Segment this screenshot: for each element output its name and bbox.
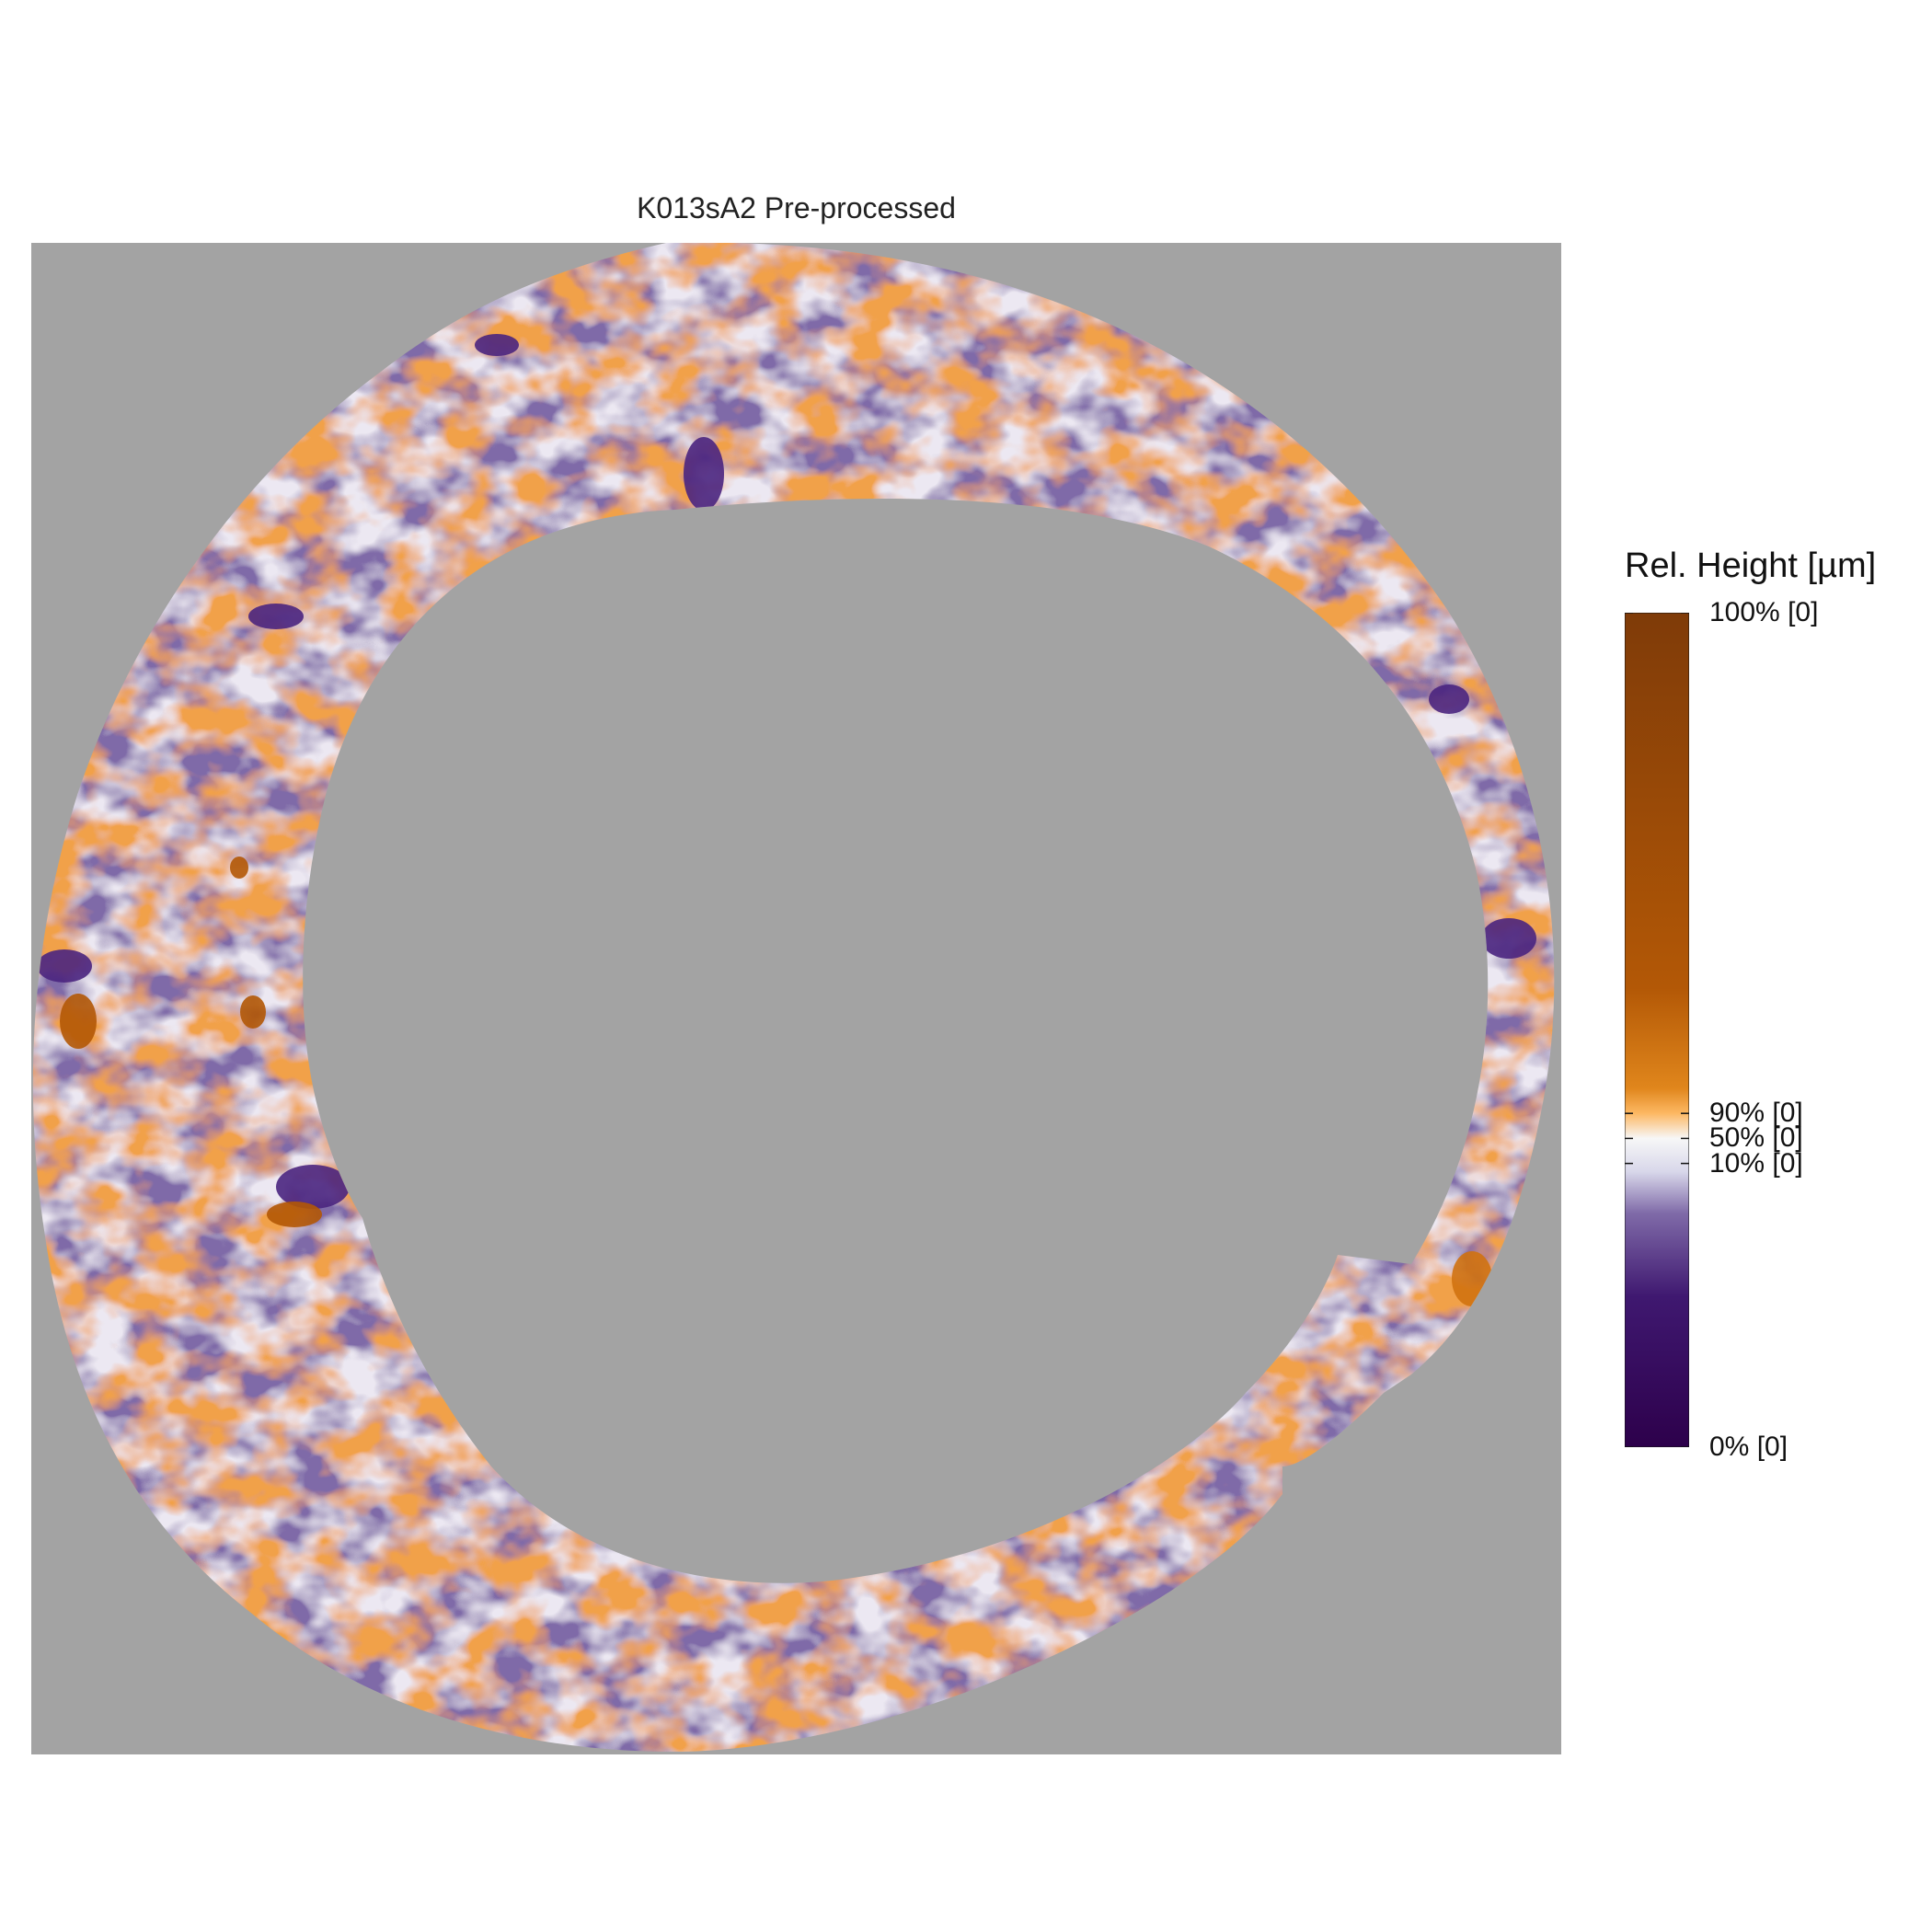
- height-extreme-patch: [230, 857, 248, 879]
- height-extreme-patch: [60, 994, 97, 1049]
- height-extreme-patch: [475, 334, 519, 356]
- colorbar: [1625, 613, 1689, 1447]
- height-extreme-patch: [240, 995, 266, 1029]
- colorbar-tick-label: 0% [0]: [1709, 1432, 1788, 1462]
- height-extreme-patch: [248, 604, 304, 629]
- colorbar-tick-label: 10% [0]: [1709, 1147, 1803, 1179]
- height-extreme-patch: [267, 1202, 322, 1227]
- colorbar-tick-label: 50% [0]: [1709, 1122, 1803, 1154]
- height-extreme-patch: [684, 437, 724, 511]
- surface-heightmap: [31, 243, 1561, 1754]
- height-extreme-patch: [37, 949, 92, 983]
- colorbar-tick-label: 90% [0]: [1709, 1098, 1803, 1129]
- height-extreme-patch: [1429, 684, 1469, 714]
- chart-title: K013sA2 Pre-processed: [637, 191, 956, 224]
- colorbar-tick-label: 100% [0]: [1709, 597, 1819, 627]
- legend-title: Rel. Height [µm]: [1625, 546, 1877, 585]
- height-extreme-patch: [276, 1165, 350, 1209]
- height-extreme-patch: [1481, 918, 1536, 959]
